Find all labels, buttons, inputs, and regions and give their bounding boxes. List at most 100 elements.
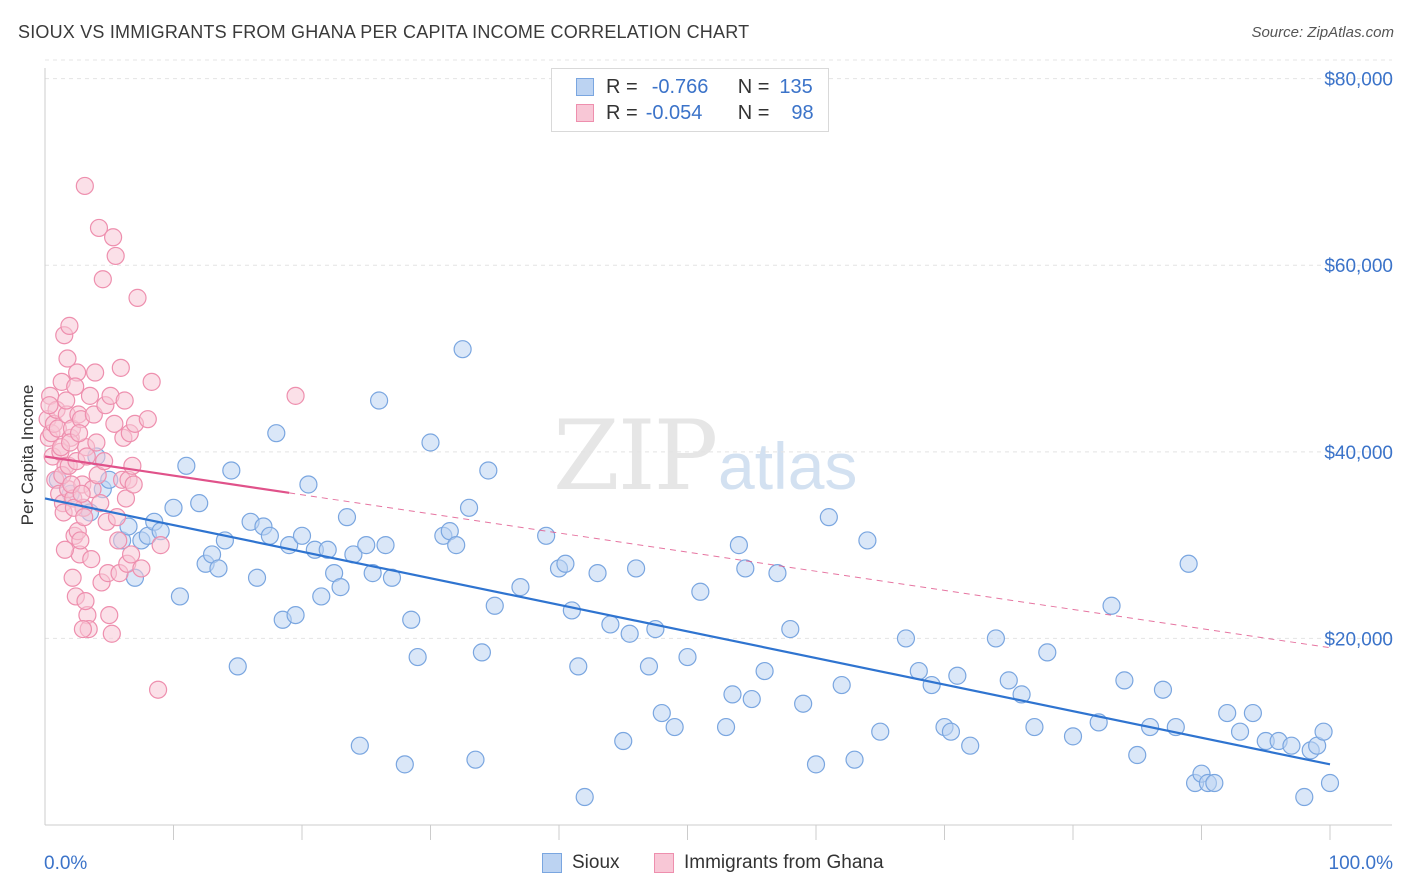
ghana-point <box>286 386 305 405</box>
sioux-point <box>164 498 183 517</box>
sioux-point <box>941 722 961 741</box>
y-tick-label: $80,000 <box>1324 70 1393 91</box>
source-label: Source: ZipAtlas.com <box>1251 24 1394 41</box>
sioux-point <box>626 559 646 578</box>
sioux-point <box>190 494 209 513</box>
sioux-point <box>170 587 190 606</box>
ghana-point <box>121 545 141 564</box>
sioux-point <box>228 657 247 676</box>
series-legend: Sioux Immigrants from Ghana <box>0 852 1406 878</box>
ghana-point <box>105 414 124 433</box>
sioux-point <box>1153 680 1173 699</box>
ghana-point <box>106 246 125 266</box>
sioux-point <box>209 559 228 578</box>
sioux-point <box>922 675 941 695</box>
sioux-point <box>312 587 331 606</box>
ghana-point <box>66 377 85 396</box>
sioux-point <box>331 578 350 597</box>
sioux-point <box>1063 727 1083 746</box>
ghana-point <box>128 288 147 307</box>
series-sioux <box>48 340 1340 807</box>
x-tick-label-start: 0.0% <box>44 853 87 874</box>
sioux-point <box>408 647 427 667</box>
legend-n-value: 135 <box>779 75 813 98</box>
sioux-point <box>447 536 466 555</box>
sioux-point <box>1230 722 1250 741</box>
sioux-point <box>485 596 504 615</box>
sioux-point <box>562 601 581 620</box>
ghana-point <box>76 591 95 611</box>
sioux-point <box>986 629 1006 648</box>
y-tick-label: $60,000 <box>1324 256 1393 277</box>
watermark-zip: ZIP <box>553 400 718 512</box>
ghana-point <box>148 680 168 699</box>
sioux-point <box>871 722 890 741</box>
sioux-point <box>736 559 755 578</box>
sioux-point <box>794 694 813 713</box>
legend-r-value: -0.054 <box>645 101 703 124</box>
sioux-point <box>1025 717 1044 737</box>
sioux-point <box>370 391 389 410</box>
ghana-point <box>91 494 110 513</box>
series-ghana <box>38 176 305 699</box>
watermark-atlas: atlas <box>718 429 858 503</box>
ghana-point <box>123 456 142 475</box>
ghana-point <box>57 391 76 410</box>
sioux-point <box>999 671 1018 690</box>
ghana-point <box>132 559 151 578</box>
ghana-point <box>116 489 136 508</box>
sioux-point <box>459 498 479 517</box>
ghana-point <box>104 228 123 247</box>
ghana-trend-line-dashed <box>289 492 1331 649</box>
sioux-point <box>620 624 639 643</box>
sioux-point <box>781 619 800 639</box>
sioux-point <box>511 578 530 597</box>
sioux-point <box>556 554 575 573</box>
trend-lines <box>44 455 1331 766</box>
legend-r-value: -0.766 <box>651 75 709 98</box>
sioux-point <box>845 750 864 769</box>
sioux-point <box>363 564 382 583</box>
sioux-point <box>588 564 607 583</box>
sioux-point <box>742 689 761 709</box>
legend-item-ghana[interactable]: Immigrants from Ghana <box>654 852 884 874</box>
ghana-point <box>75 508 94 527</box>
sioux-point <box>961 736 980 755</box>
sioux-point <box>292 526 312 545</box>
sioux-point <box>286 605 305 625</box>
legend-swatch-pink <box>576 104 594 122</box>
ghana-point <box>55 540 75 559</box>
sioux-point <box>1314 722 1333 741</box>
legend-n-label: N = <box>737 75 770 98</box>
ghana-point <box>102 624 121 643</box>
sioux-point <box>260 526 279 545</box>
ghana-point <box>151 536 170 555</box>
ghana-point <box>72 484 91 503</box>
ghana-point <box>77 447 96 466</box>
sioux-point <box>832 675 851 695</box>
sioux-point <box>1179 554 1198 573</box>
ghana-point <box>80 386 100 405</box>
legend-swatch-sioux <box>542 853 562 873</box>
ghana-point <box>75 176 94 196</box>
legend-r-label: R = <box>606 101 638 124</box>
legend-swatch-blue <box>576 78 594 96</box>
sioux-point <box>858 531 877 550</box>
sioux-point <box>421 433 440 452</box>
correlation-legend: R = -0.766 N = 135 R = -0.054 N = 98 <box>551 68 829 132</box>
ghana-point <box>86 363 105 382</box>
sioux-point <box>1038 643 1057 662</box>
y-tick-label: $20,000 <box>1324 629 1393 650</box>
sioux-point <box>357 536 376 555</box>
legend-item-sioux[interactable]: Sioux <box>542 852 620 874</box>
sioux-point <box>395 755 414 774</box>
y-tick-label: $40,000 <box>1324 443 1393 464</box>
x-tick-labels: 0.0% 100.0% <box>44 853 1393 874</box>
sioux-point <box>1205 773 1224 793</box>
sioux-point <box>691 582 710 601</box>
sioux-point <box>247 568 267 587</box>
sioux-point <box>299 475 318 494</box>
legend-n-label: N = <box>737 101 770 124</box>
sioux-point <box>819 508 838 527</box>
